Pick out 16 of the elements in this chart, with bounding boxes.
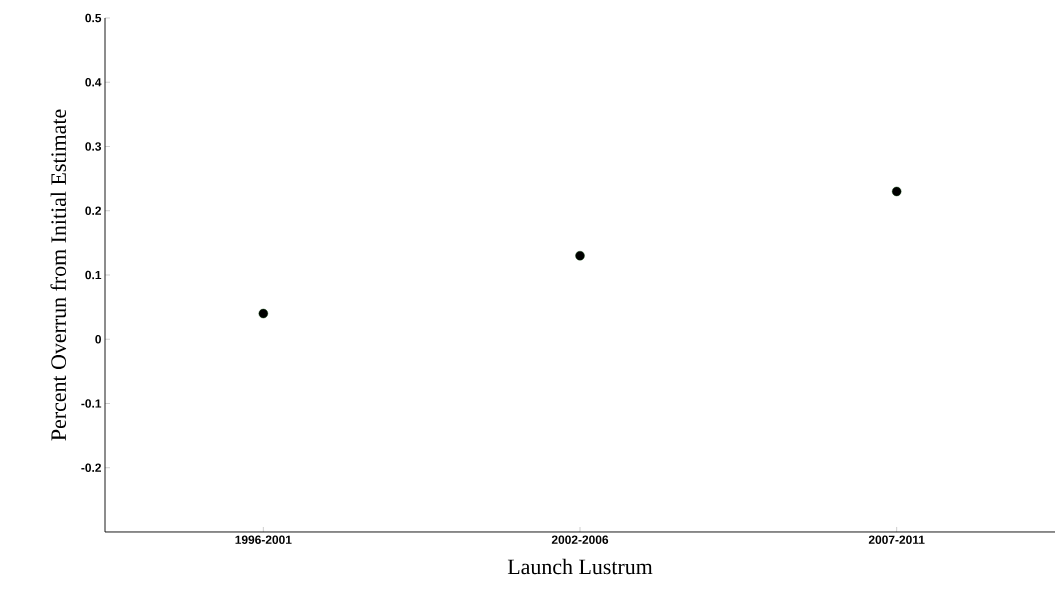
y-tick-label: 0.1 xyxy=(85,270,102,280)
y-tick-label: -0.2 xyxy=(81,463,102,472)
y-tick-label: 0.4 xyxy=(85,78,102,87)
y-axis-title: Percent Overrun from Initial Estimate xyxy=(50,109,67,441)
y-tick-label: -0.1 xyxy=(81,399,102,408)
x-tick-label: 1996-2001 xyxy=(235,535,292,544)
point xyxy=(258,308,269,319)
y-tick-label: 0.2 xyxy=(85,206,102,215)
point xyxy=(891,186,902,197)
x-axis-title: Launch Lustrum xyxy=(507,558,653,575)
x-tick-label: 2002-2006 xyxy=(551,535,609,544)
x-tick-label: 2007-2011 xyxy=(868,535,925,544)
y-tick-label: 0.5 xyxy=(85,13,102,23)
y-tick-label: 0 xyxy=(95,335,101,344)
point xyxy=(575,251,585,261)
y-tick-label: 0.3 xyxy=(85,142,102,151)
